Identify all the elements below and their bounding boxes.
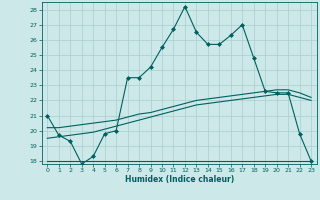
X-axis label: Humidex (Indice chaleur): Humidex (Indice chaleur) bbox=[124, 175, 234, 184]
